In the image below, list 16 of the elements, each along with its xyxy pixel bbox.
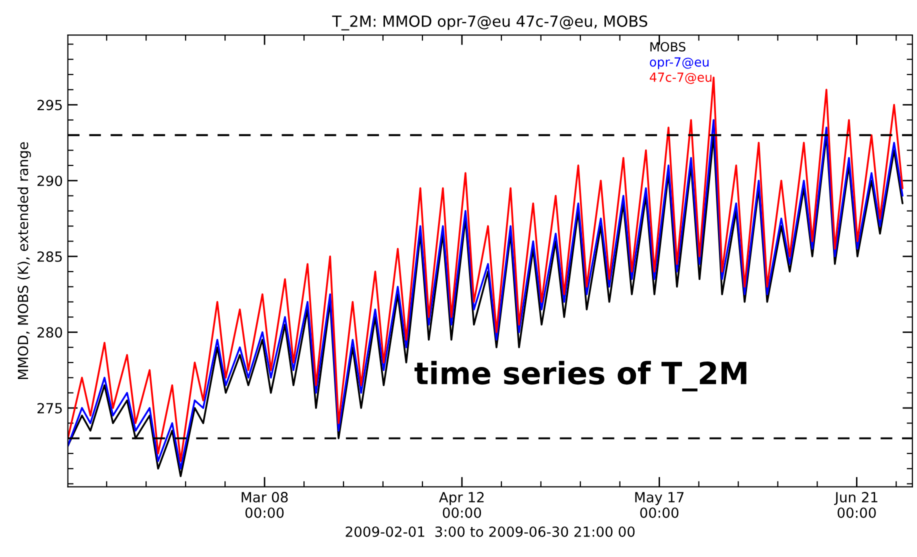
y-axis-title: MMOD, MOBS (K), extended range: [17, 142, 31, 380]
chart-title: T_2M: MMOD opr-7@eu 47c-7@eu, MOBS: [332, 15, 648, 30]
x-tick-label: Jun 21 00:00: [834, 492, 878, 518]
legend-label: MOBS: [650, 42, 686, 52]
x-tick-label: Mar 08 00:00: [242, 492, 288, 518]
x-tick-label: May 17 00:00: [635, 492, 684, 518]
y-tick-label: 290: [38, 176, 62, 186]
text: opr-7@eu: [650, 57, 709, 70]
y-tick-label: 285: [38, 251, 62, 262]
series-label: 47c-7@eu: [650, 72, 712, 84]
x-tick-label: Apr 12 00:00: [438, 492, 484, 518]
y-tick-label: 295: [38, 100, 62, 110]
annotation: time series of T_2M: [414, 360, 746, 392]
x-axis-title: 2009-02-01 3:00 to 2009-06-30 21:00 00: [346, 526, 635, 537]
y-tick-label: 280: [38, 327, 62, 338]
y-tick-label: 275: [38, 402, 62, 414]
